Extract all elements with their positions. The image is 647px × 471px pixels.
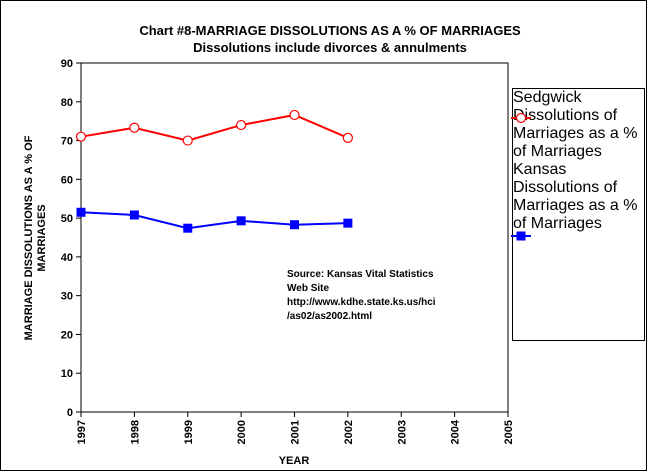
marker bbox=[182, 135, 193, 146]
marker bbox=[516, 231, 526, 241]
marker bbox=[76, 207, 86, 217]
marker bbox=[290, 220, 299, 230]
marker bbox=[183, 223, 193, 233]
y-tick-label: 0 bbox=[67, 407, 73, 419]
x-tick-label: 2001 bbox=[290, 420, 302, 444]
y-tick-label: 30 bbox=[61, 291, 73, 303]
annotation-line: Source: Kansas Vital Statistics bbox=[287, 269, 434, 280]
x-tick-label: 2000 bbox=[236, 420, 248, 444]
marker bbox=[129, 122, 140, 133]
legend-label: Kansas Dissolutions of Marriages as a % … bbox=[513, 161, 638, 232]
y-axis-title: MARRIAGES bbox=[36, 204, 48, 271]
plot-area bbox=[80, 62, 509, 413]
marker bbox=[342, 132, 353, 143]
x-tick-label: 1997 bbox=[76, 420, 88, 444]
y-tick-label: 70 bbox=[61, 136, 73, 148]
marker bbox=[236, 216, 246, 226]
annotation-line: /as02/as2002.html bbox=[287, 311, 373, 322]
annotation-line: http://www.kdhe.state.ks.us/hci bbox=[287, 297, 436, 308]
x-tick-label: 2005 bbox=[503, 420, 515, 444]
annotation: Source: Kansas Vital Statistics Web Site h… bbox=[287, 268, 436, 324]
y-tick-label: 80 bbox=[61, 97, 73, 109]
y-tick-label: 90 bbox=[61, 58, 73, 70]
x-tick-label: 1999 bbox=[183, 420, 195, 444]
y-tick-label: 60 bbox=[61, 174, 73, 186]
marker bbox=[75, 131, 87, 142]
marker bbox=[343, 218, 353, 228]
y-tick-label: 10 bbox=[61, 368, 73, 380]
x-tick-label: 2002 bbox=[343, 420, 355, 444]
series-line bbox=[80, 211, 348, 230]
y-axis-title: MARRIAGE DISSOLUTIONS AS A % OF bbox=[23, 135, 35, 340]
series-line bbox=[80, 113, 349, 142]
chart-title: Chart #8-MARRIAGE DISSOLUTIONS AS A % OF… bbox=[139, 23, 521, 38]
y-tick-label: 20 bbox=[61, 329, 73, 341]
legend: Sedgwick Dissolutions of Marriages as a … bbox=[511, 88, 645, 341]
legend-key bbox=[511, 112, 531, 124]
y-tick-label: 50 bbox=[61, 213, 73, 225]
marker bbox=[289, 109, 300, 121]
annotation-line: Web Site bbox=[287, 283, 330, 294]
x-tick-label: 2004 bbox=[450, 419, 462, 444]
legend-label: Sedgwick Dissolutions of Marriages as a … bbox=[513, 89, 638, 160]
chart-subtitle: Dissolutions include divorces & annulmen… bbox=[193, 40, 467, 55]
x-tick-label: 1998 bbox=[129, 420, 141, 444]
marker bbox=[515, 112, 527, 124]
marker bbox=[236, 119, 247, 131]
marker bbox=[129, 210, 139, 220]
x-axis-title: YEAR bbox=[279, 455, 310, 467]
x-tick-label: 2003 bbox=[396, 420, 408, 444]
y-tick-label: 40 bbox=[61, 252, 73, 264]
legend-key bbox=[511, 231, 531, 241]
